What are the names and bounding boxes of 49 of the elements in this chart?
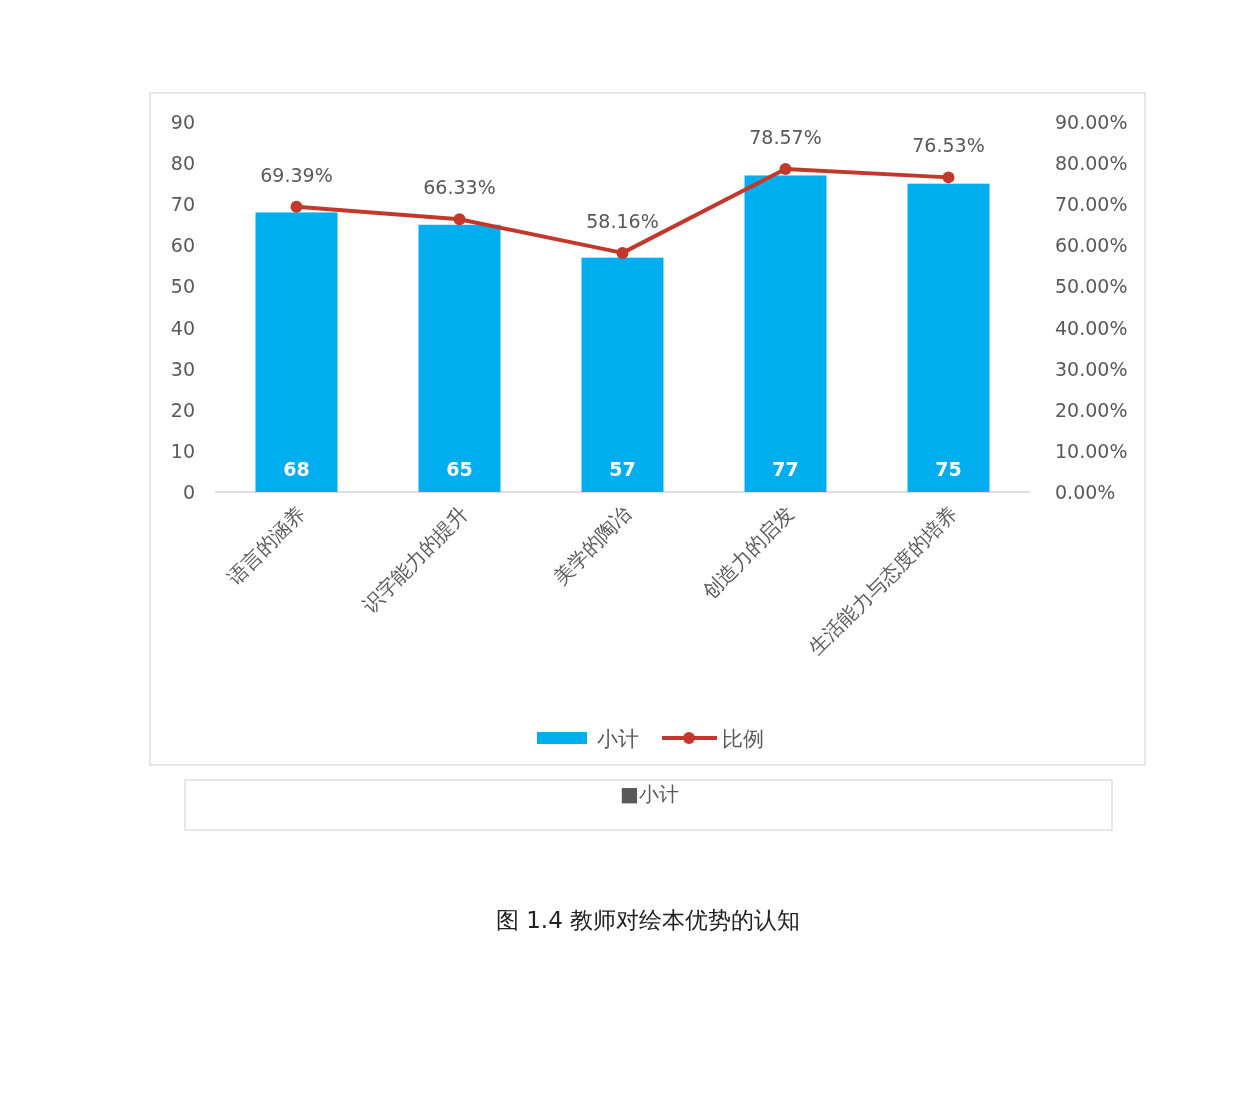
y2-tick-label: 30.00% [1055, 357, 1128, 380]
point [453, 213, 466, 226]
y2-tick-label: 50.00% [1055, 275, 1128, 298]
y-tick-label: 10 [170, 439, 195, 462]
bar [581, 257, 664, 492]
y-tick-label: 70 [170, 193, 195, 216]
data-label: 75 [935, 458, 962, 480]
y2-tick-label: 0.00% [1055, 481, 1116, 503]
bar [744, 175, 827, 492]
legend-label: 比例 [722, 727, 764, 751]
caption: 图 1.4 教师对绘本优势的认知 [495, 907, 801, 933]
data-label: 68 [283, 458, 310, 480]
x-tick-label: 语言的涵养 [222, 501, 311, 590]
legend-label: 小计 [597, 727, 639, 751]
point [290, 200, 303, 213]
y2-tick-label: 80.00% [1055, 152, 1128, 175]
point [779, 162, 792, 175]
bar [418, 224, 501, 492]
data-label: 69.39% [260, 163, 333, 186]
bar [907, 183, 990, 492]
data-label: 77 [772, 458, 799, 480]
y-tick-label: 80 [170, 152, 195, 175]
point [942, 171, 955, 184]
data-label: 78.57% [749, 125, 822, 148]
y2-tick-label: 90.00% [1055, 111, 1128, 133]
x-tick-label: 创造力的启发 [697, 501, 800, 604]
data-label: 76.53% [912, 134, 985, 157]
y2-tick-label: 40.00% [1055, 316, 1128, 339]
y-tick-label: 30 [170, 357, 195, 380]
bar [255, 212, 338, 492]
y-tick-label: 60 [170, 234, 195, 257]
x-tick-label: 美学的陶冶 [548, 501, 637, 590]
y-tick-label: 20 [170, 398, 195, 421]
y-tick-label: 90 [170, 111, 195, 133]
y2-tick-label: 20.00% [1055, 398, 1128, 421]
data-label: 65 [446, 458, 473, 480]
y2-tick-label: 70.00% [1055, 193, 1128, 216]
y2-tick-label: 10.00% [1055, 439, 1128, 462]
x-tick-label: 生活能力与态度的培养 [803, 501, 963, 660]
data-label: 57 [609, 458, 636, 480]
y-tick-label: 40 [170, 316, 195, 339]
point [616, 246, 629, 259]
text: ■小计 [620, 782, 679, 806]
y2-tick-label: 60.00% [1055, 234, 1128, 257]
y-tick-label: 50 [170, 275, 195, 298]
y-tick-label: 0 [182, 481, 195, 503]
data-label: 66.33% [423, 176, 496, 199]
x-tick-label: 识字能力的提升 [357, 501, 474, 618]
data-label: 58.16% [586, 209, 659, 232]
